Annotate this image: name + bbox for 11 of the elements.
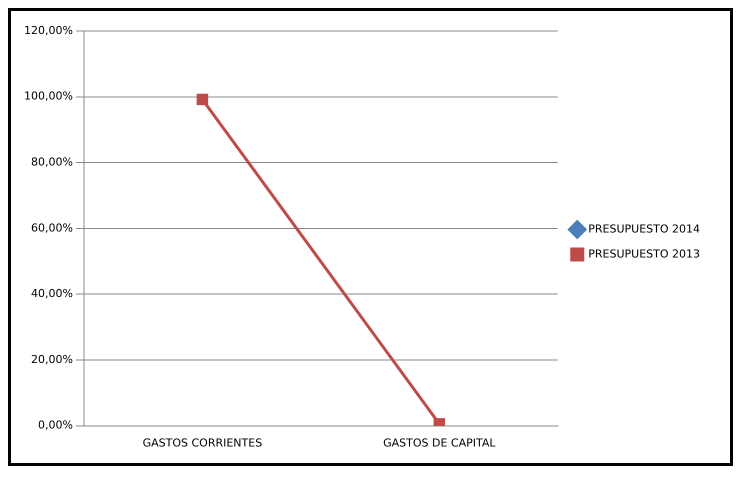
legend-label: PRESUPUESTO 2014 [588,222,700,236]
y-tick-label: 0,00% [38,418,73,432]
y-tick-label: 20,00% [30,352,73,366]
x-tick-label: GASTOS CORRIENTES [142,436,262,450]
y-tick-label: 60,00% [30,221,73,234]
legend-label: PRESUPUESTO 2013 [588,247,700,260]
y-tick-label: 100,00% [24,90,73,103]
y-tick-label: 120,00% [24,24,73,37]
y-tick-label: 80,00% [30,155,73,168]
x-tick-label: GASTOS DE CAPITAL [383,436,496,450]
y-tick-label: 40,00% [30,287,73,300]
